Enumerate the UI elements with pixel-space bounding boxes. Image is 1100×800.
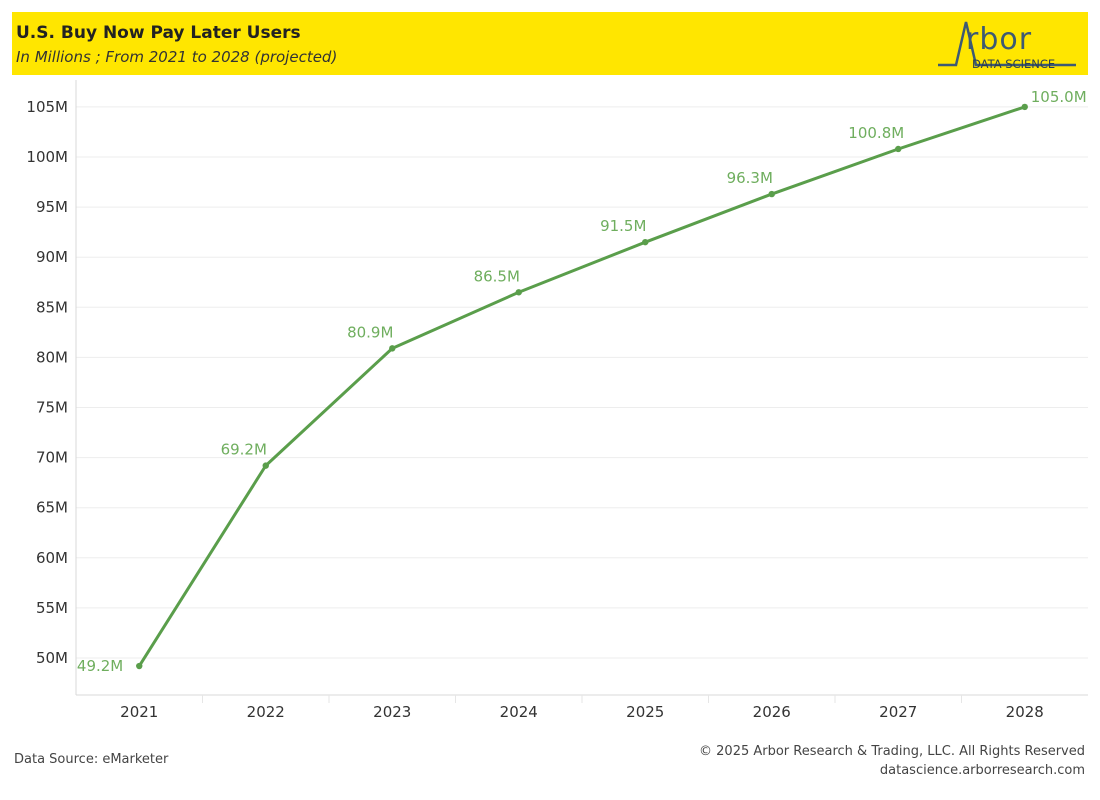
data-label: 80.9M — [347, 323, 393, 341]
x-tick-label: 2022 — [247, 703, 285, 721]
data-point — [1021, 103, 1028, 111]
y-tick-label: 60M — [36, 549, 68, 567]
y-tick-label: 85M — [36, 298, 68, 316]
x-tick-label: 2023 — [373, 703, 411, 721]
y-tick-label: 50M — [36, 649, 68, 667]
header-banner: U.S. Buy Now Pay Later Users In Millions… — [12, 12, 1088, 75]
data-point — [768, 190, 775, 198]
y-tick-label: 100M — [26, 148, 68, 166]
chart-title: U.S. Buy Now Pay Later Users — [16, 23, 301, 43]
data-source: Data Source: eMarketer — [14, 752, 169, 767]
y-tick-label: 80M — [36, 348, 68, 366]
y-tick-label: 75M — [36, 399, 68, 417]
series-line — [137, 105, 1026, 667]
logo-subtitle: DATA SCIENCE — [972, 57, 1056, 71]
arbor-logo: rbor DATA SCIENCE — [936, 16, 1076, 72]
copyright-text: © 2025 Arbor Research & Trading, LLC. Al… — [699, 744, 1085, 759]
logo-peak-icon — [938, 21, 1076, 67]
data-label: 86.5M — [474, 267, 520, 285]
x-tick-label: 2027 — [879, 703, 917, 721]
data-label: 96.3M — [727, 169, 773, 187]
x-tick-label: 2026 — [753, 703, 791, 721]
data-point — [642, 238, 649, 246]
data-point — [515, 289, 522, 296]
data-label: 105.0M — [1031, 88, 1087, 106]
y-tick-label: 105M — [26, 98, 68, 116]
x-tick-label: 2025 — [626, 703, 664, 721]
x-tick-label: 2024 — [500, 703, 538, 721]
data-label: 69.2M — [221, 441, 267, 459]
logo-text: rbor — [966, 22, 1033, 57]
y-tick-label: 55M — [36, 599, 68, 617]
y-tick-label: 95M — [36, 198, 68, 216]
data-point — [895, 145, 902, 153]
data-label: 49.2M — [77, 657, 123, 675]
chart-subtitle: In Millions ; From 2021 to 2028 (project… — [16, 48, 338, 66]
data-label: 100.8M — [848, 124, 904, 142]
data-label: 91.5M — [600, 217, 646, 235]
y-tick-label: 90M — [36, 248, 68, 266]
data-point — [389, 345, 396, 352]
website-url: datascience.arborresearch.com — [879, 763, 1085, 778]
data-point — [262, 462, 269, 469]
x-tick-label: 2021 — [120, 703, 158, 721]
footer-credits: © 2025 Arbor Research & Trading, LLC. Al… — [699, 742, 1085, 780]
data-point — [136, 662, 143, 670]
x-tick-label: 2028 — [1006, 703, 1044, 721]
y-tick-label: 70M — [36, 449, 68, 467]
y-tick-label: 65M — [36, 499, 68, 517]
